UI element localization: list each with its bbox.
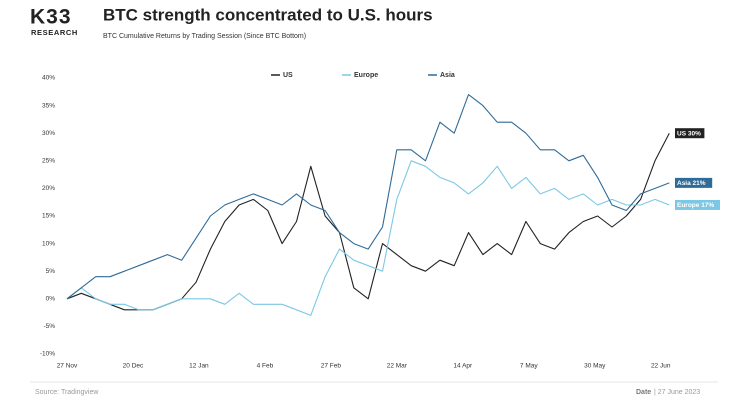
- x-tick-label: 27 Nov: [57, 363, 78, 370]
- brand-sub: RESEARCH: [31, 28, 78, 37]
- y-tick-label: 5%: [46, 268, 56, 275]
- x-tick-label: 30 May: [584, 363, 606, 370]
- x-tick-label: 27 Feb: [321, 363, 342, 370]
- x-tick-label: 12 Jan: [189, 363, 209, 370]
- x-tick-label: 20 Dec: [123, 363, 144, 370]
- x-tick-label: 7 May: [520, 363, 538, 370]
- y-tick-label: 30%: [42, 130, 55, 137]
- y-tick-label: 20%: [42, 185, 55, 192]
- x-tick-label: 4 Feb: [257, 363, 274, 370]
- y-tick-label: -10%: [40, 351, 55, 358]
- end-label: US 30%: [677, 130, 701, 137]
- y-tick-label: 35%: [42, 102, 55, 109]
- end-label: Europe 17%: [677, 202, 714, 209]
- chart-title: BTC strength concentrated to U.S. hours: [103, 5, 433, 24]
- series-line: [66, 132, 670, 311]
- end-label-box: [675, 199, 720, 210]
- brand: K33: [30, 6, 72, 29]
- y-tick-label: 15%: [42, 213, 55, 220]
- y-tick-label: -5%: [43, 323, 55, 330]
- y-tick-label: 10%: [42, 240, 55, 247]
- legend-label: Asia: [440, 72, 455, 79]
- source: Source: Tradingview: [35, 389, 99, 396]
- end-label: Asia 21%: [677, 180, 706, 187]
- legend-label: US: [283, 72, 293, 79]
- end-label-box: [675, 177, 713, 188]
- end-label-box: [675, 128, 705, 139]
- x-tick-label: 22 Jun: [651, 363, 671, 370]
- x-tick-label: 14 Apr: [453, 363, 473, 370]
- date: | 27 June 2023: [654, 389, 700, 396]
- x-tick-label: 22 Mar: [387, 363, 408, 370]
- y-tick-label: 40%: [42, 75, 55, 82]
- legend-label: Europe: [354, 72, 378, 79]
- date-label: Date: [636, 389, 651, 396]
- series-line: [66, 94, 670, 300]
- y-tick-label: 25%: [42, 158, 55, 165]
- chart-subtitle: BTC Cumulative Returns by Trading Sessio…: [103, 33, 306, 40]
- series-line: [66, 160, 670, 316]
- y-tick-label: 0%: [46, 296, 56, 303]
